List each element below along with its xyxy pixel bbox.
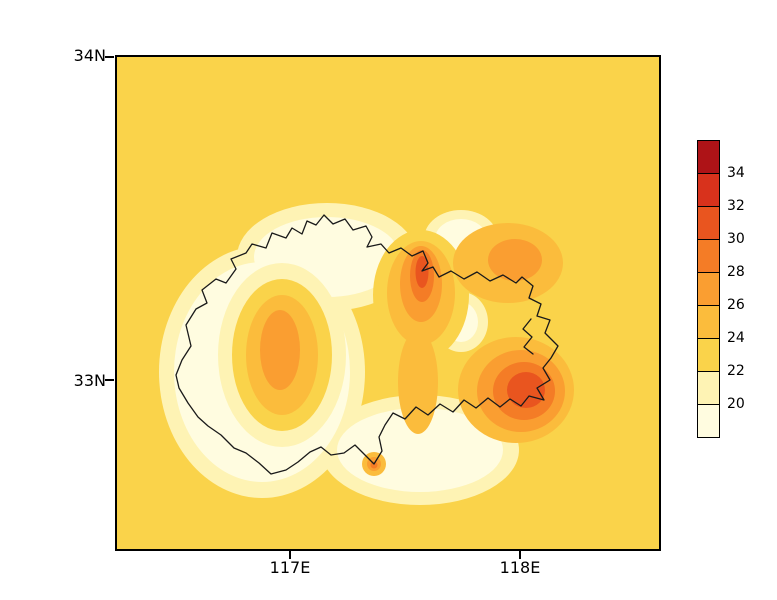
colorbar-cell-5	[697, 305, 720, 339]
x-tick-label-118e: 118E	[499, 558, 541, 577]
region-boundary-inner-detail	[522, 318, 534, 355]
y-tick-label-33n: 33N	[73, 371, 106, 390]
x-tick-mark-118e	[519, 550, 521, 559]
colorbar-label-30: 30	[727, 231, 745, 247]
colorbar-label-22: 22	[727, 363, 745, 379]
colorbar-label-20: 20	[727, 396, 745, 412]
colorbar-cell-7	[697, 371, 720, 405]
colorbar-swatches	[697, 140, 720, 438]
colorbar-label-28: 28	[727, 264, 745, 280]
contour-fill-layer	[159, 203, 574, 505]
colorbar-label-26: 26	[727, 297, 745, 313]
y-tick-mark-33n	[105, 379, 114, 381]
map-plot-area	[115, 55, 661, 551]
colorbar-labels: 34 32 30 28 26 24 22 20	[727, 140, 761, 450]
colorbar-label-24: 24	[727, 330, 745, 346]
colorbar-label-32: 32	[727, 198, 745, 214]
region-boundary-outline	[175, 214, 559, 475]
colorbar-cell-8	[697, 404, 720, 438]
colorbar-cell-3	[697, 239, 720, 273]
colorbar-cell-2	[697, 206, 720, 240]
y-tick-label-34n: 34N	[73, 46, 106, 65]
colorbar-cell-0	[697, 140, 720, 174]
colorbar-cell-1	[697, 173, 720, 207]
x-tick-mark-117e	[289, 550, 291, 559]
colorbar-label-34: 34	[727, 165, 745, 181]
y-tick-mark-34n	[105, 56, 114, 58]
colorbar-cell-6	[697, 338, 720, 372]
x-tick-label-117e: 117E	[269, 558, 311, 577]
colorbar-cell-4	[697, 272, 720, 306]
